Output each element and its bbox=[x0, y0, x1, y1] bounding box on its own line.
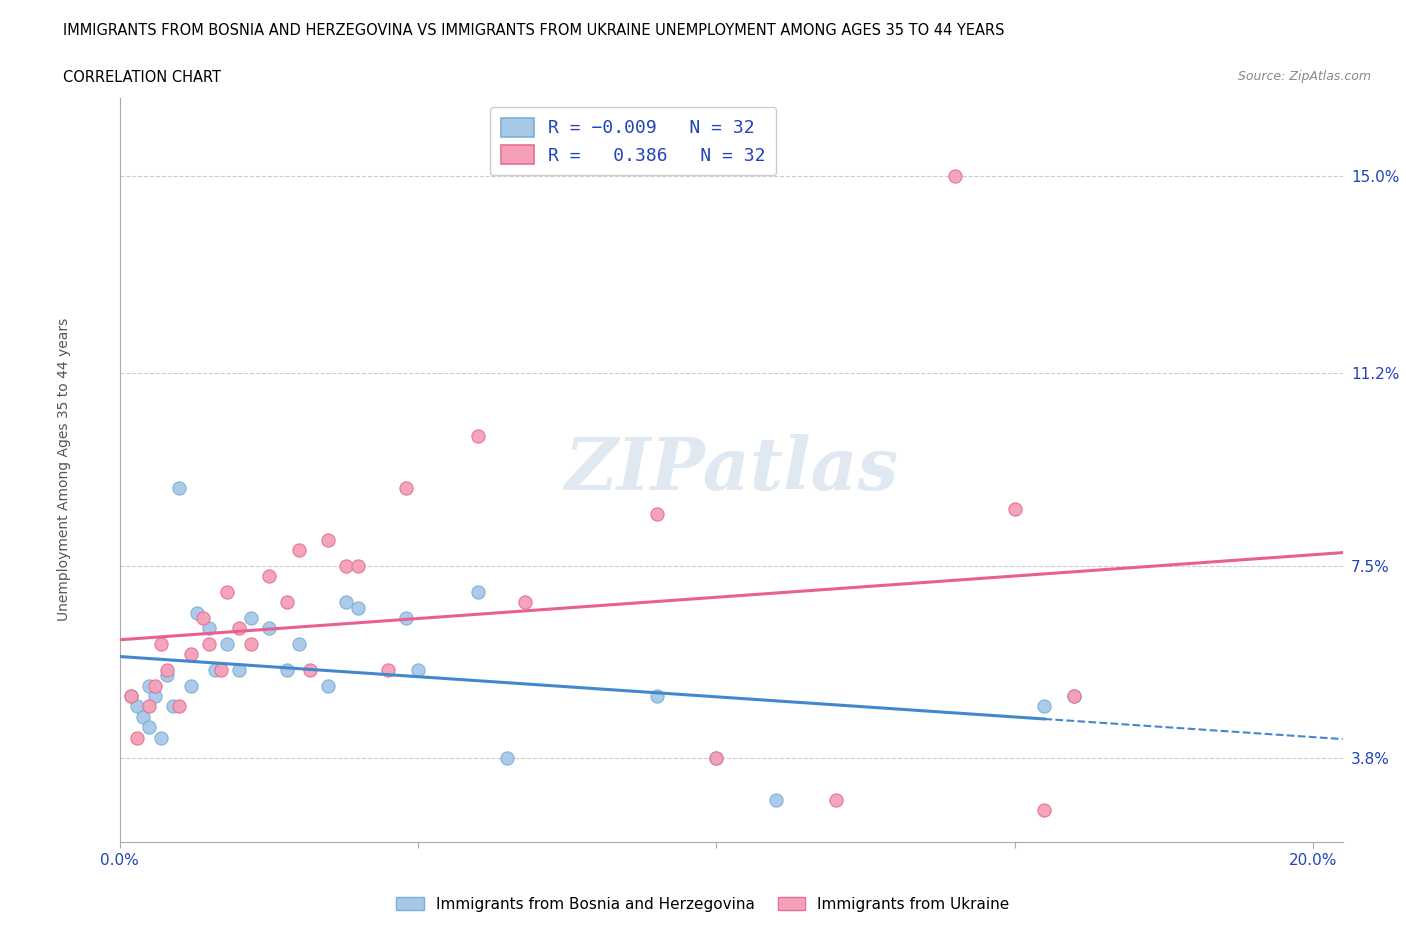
Point bbox=[287, 636, 309, 651]
Point bbox=[162, 699, 184, 714]
Point bbox=[186, 605, 208, 620]
Y-axis label: Unemployment Among Ages 35 to 44 years: Unemployment Among Ages 35 to 44 years bbox=[56, 318, 70, 621]
Text: Source: ZipAtlas.com: Source: ZipAtlas.com bbox=[1237, 70, 1371, 83]
Point bbox=[335, 595, 357, 610]
Point bbox=[318, 678, 340, 693]
Point bbox=[120, 688, 142, 703]
Point bbox=[515, 595, 537, 610]
Text: ZIPatlas: ZIPatlas bbox=[564, 434, 898, 505]
Point bbox=[138, 720, 160, 735]
Point bbox=[318, 533, 340, 548]
Point bbox=[496, 751, 519, 765]
Point bbox=[215, 636, 238, 651]
Point bbox=[143, 678, 166, 693]
Point bbox=[228, 662, 250, 677]
Point bbox=[765, 792, 787, 807]
Point bbox=[1063, 688, 1085, 703]
Point bbox=[167, 699, 190, 714]
Point bbox=[347, 558, 370, 573]
Point bbox=[138, 699, 160, 714]
Point bbox=[257, 621, 280, 636]
Point bbox=[180, 678, 202, 693]
Point bbox=[467, 429, 489, 444]
Point bbox=[132, 710, 155, 724]
Point bbox=[299, 662, 322, 677]
Point bbox=[156, 662, 179, 677]
Point bbox=[704, 751, 727, 765]
Point bbox=[239, 610, 262, 625]
Point bbox=[204, 662, 226, 677]
Point bbox=[276, 595, 298, 610]
Point bbox=[127, 699, 149, 714]
Point bbox=[943, 168, 966, 183]
Point bbox=[1033, 699, 1056, 714]
Point bbox=[150, 730, 173, 745]
Point bbox=[198, 636, 221, 651]
Point bbox=[335, 558, 357, 573]
Point bbox=[180, 647, 202, 662]
Point bbox=[209, 662, 232, 677]
Point bbox=[347, 600, 370, 615]
Point bbox=[143, 688, 166, 703]
Text: CORRELATION CHART: CORRELATION CHART bbox=[63, 70, 221, 85]
Point bbox=[287, 543, 309, 558]
Text: IMMIGRANTS FROM BOSNIA AND HERZEGOVINA VS IMMIGRANTS FROM UKRAINE UNEMPLOYMENT A: IMMIGRANTS FROM BOSNIA AND HERZEGOVINA V… bbox=[63, 23, 1005, 38]
Point bbox=[215, 584, 238, 599]
Point bbox=[1004, 501, 1026, 516]
Point bbox=[645, 688, 668, 703]
Point bbox=[377, 662, 399, 677]
Point bbox=[1033, 803, 1056, 817]
Point bbox=[276, 662, 298, 677]
Point bbox=[138, 678, 160, 693]
Point bbox=[120, 688, 142, 703]
Point bbox=[406, 662, 429, 677]
Point bbox=[228, 621, 250, 636]
Point bbox=[198, 621, 221, 636]
Point bbox=[1063, 688, 1085, 703]
Point bbox=[704, 751, 727, 765]
Legend: Immigrants from Bosnia and Herzegovina, Immigrants from Ukraine: Immigrants from Bosnia and Herzegovina, … bbox=[389, 890, 1017, 918]
Point bbox=[150, 636, 173, 651]
Point bbox=[257, 569, 280, 584]
Point bbox=[239, 636, 262, 651]
Point bbox=[167, 481, 190, 496]
Point bbox=[156, 668, 179, 683]
Point bbox=[395, 481, 418, 496]
Point bbox=[127, 730, 149, 745]
Legend: R = −0.009   N = 32, R =   0.386   N = 32: R = −0.009 N = 32, R = 0.386 N = 32 bbox=[491, 107, 776, 176]
Point bbox=[467, 584, 489, 599]
Point bbox=[191, 610, 214, 625]
Point bbox=[395, 610, 418, 625]
Point bbox=[824, 792, 846, 807]
Point bbox=[645, 507, 668, 522]
